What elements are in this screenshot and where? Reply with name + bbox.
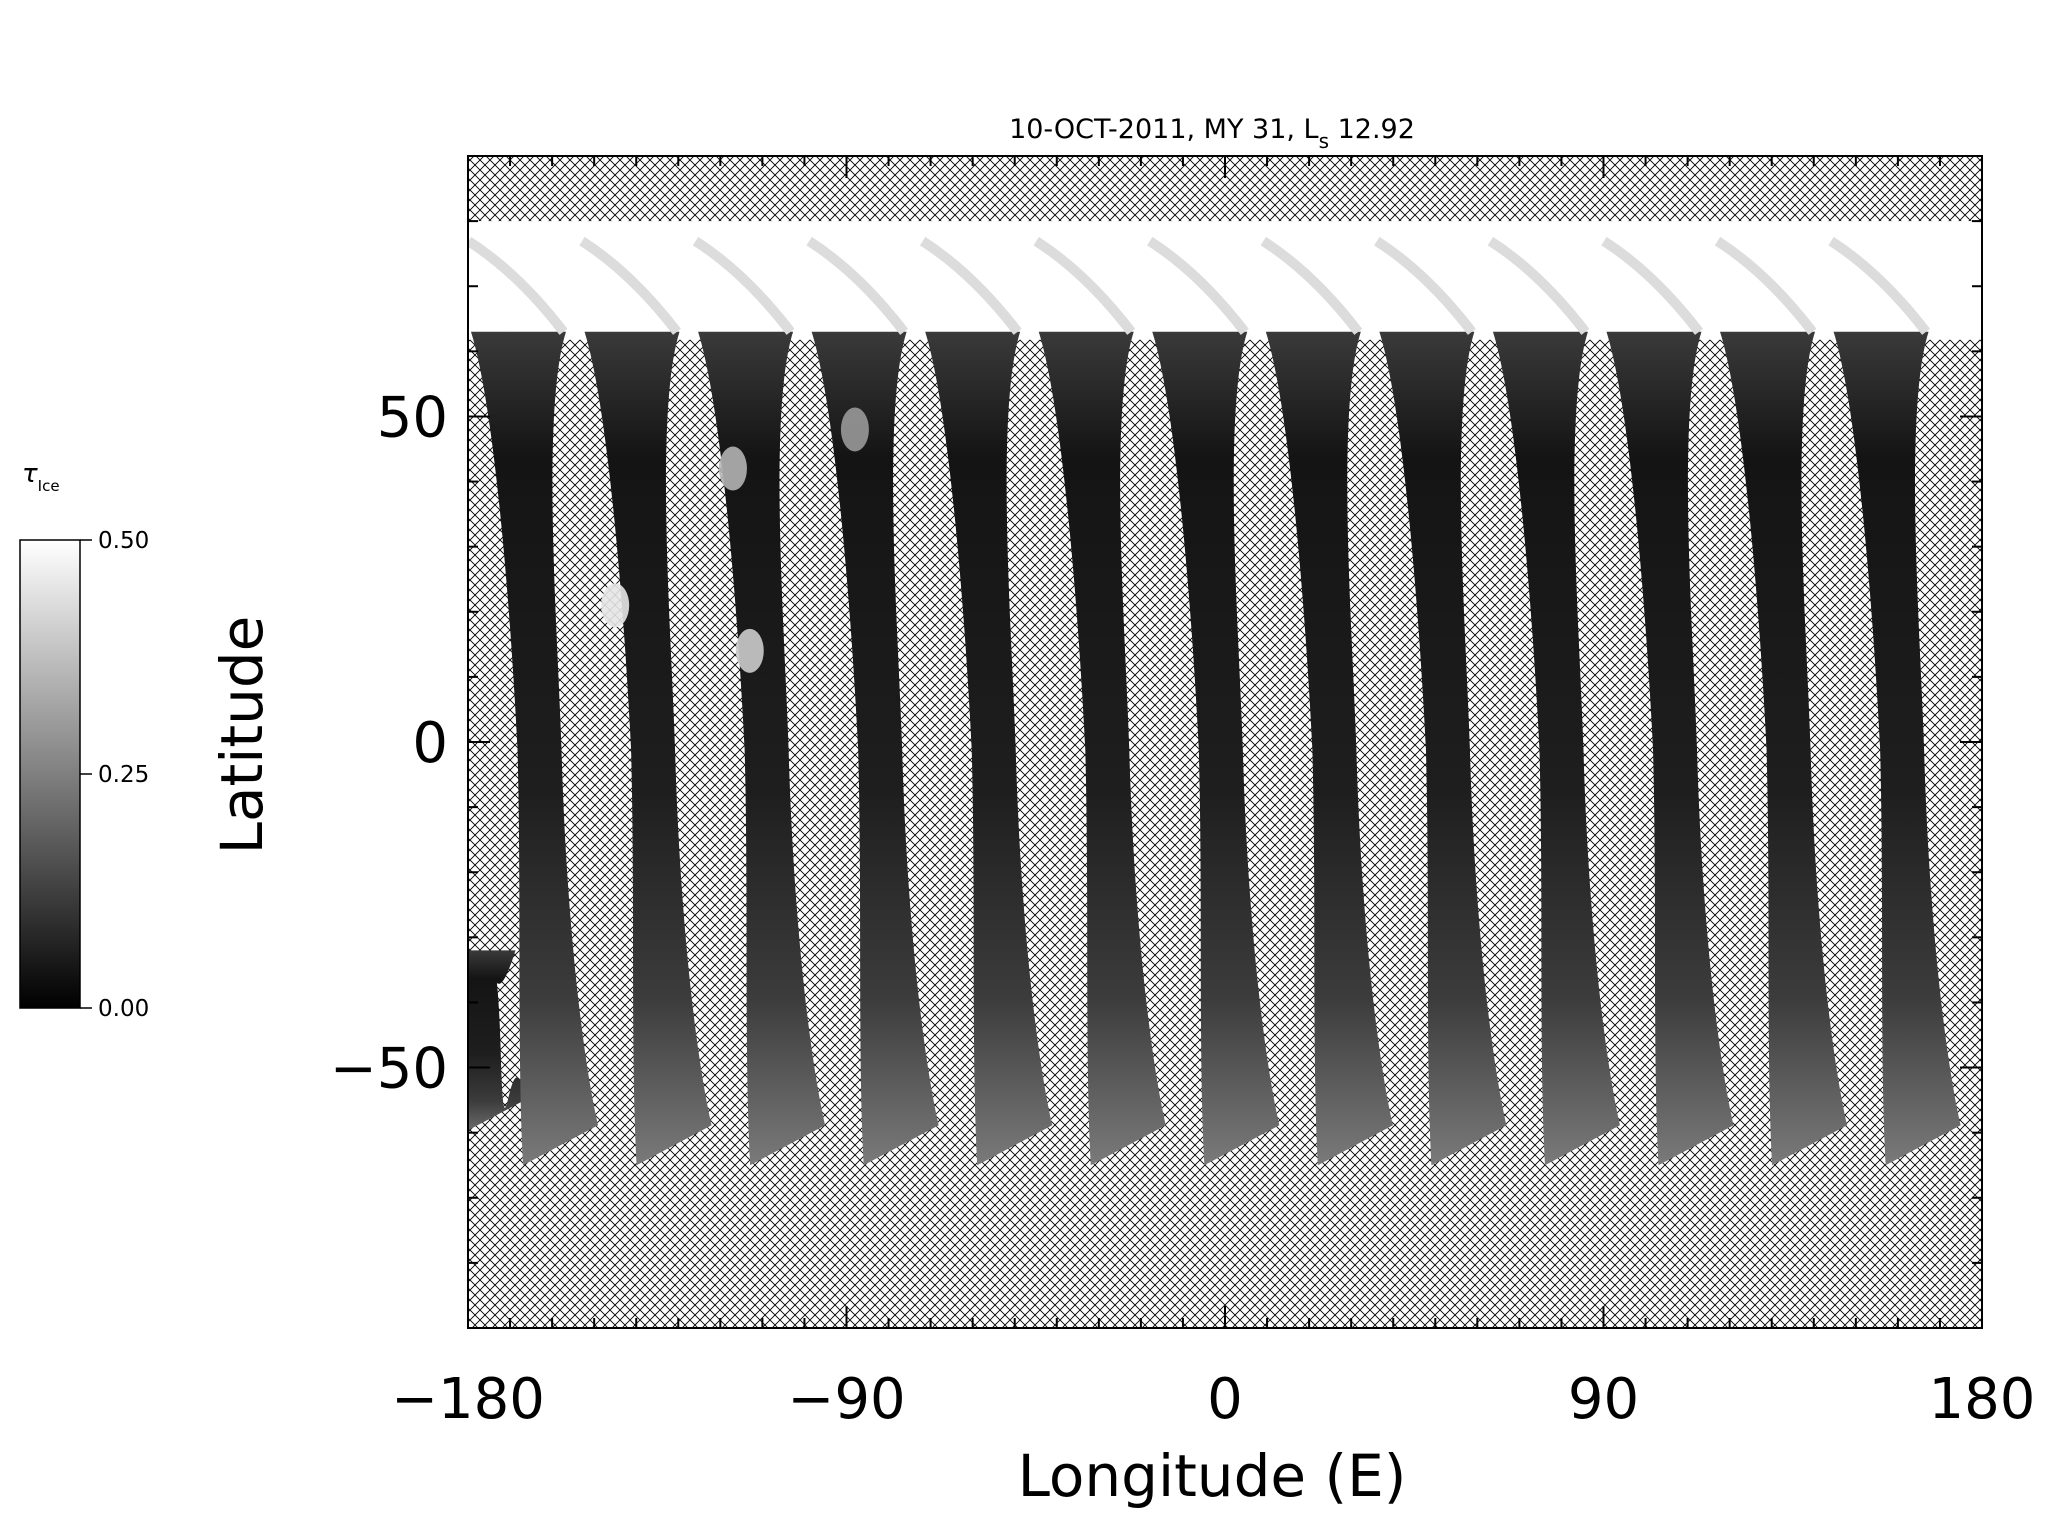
x-axis-label: Longitude (E) <box>1018 1442 1407 1510</box>
swath-7 <box>1038 331 1166 1166</box>
swath-3 <box>584 331 712 1166</box>
bright-patch-1 <box>601 583 630 628</box>
colorbar-tick-label: 0.00 <box>98 996 149 1022</box>
y-tick-label: 0 <box>412 711 448 776</box>
swath-13 <box>1720 331 1848 1166</box>
y-tick-labels: −50 0 50 <box>330 385 448 1101</box>
cap-arc-5 <box>806 236 909 335</box>
swath-1 <box>468 950 527 1131</box>
y-axis-label: Latitude <box>208 616 276 855</box>
x-tick-labels: −180 −90 0 90 180 <box>391 1367 2035 1432</box>
bright-patch-4 <box>840 407 869 452</box>
y-tick-label: −50 <box>330 1037 448 1102</box>
swath-12 <box>1606 331 1734 1166</box>
cap-arc-7 <box>1033 236 1136 335</box>
colorbar-tick-label: 0.50 <box>98 528 149 554</box>
swath-14 <box>1833 331 1961 1166</box>
cap-arc-6 <box>919 236 1022 335</box>
cap-arc-9 <box>1260 236 1363 335</box>
axis-ticks <box>467 155 1983 1329</box>
x-tick-label: 0 <box>1207 1367 1243 1432</box>
colorbar-title: τIce <box>22 459 60 495</box>
swath-5 <box>811 331 939 1166</box>
swath-9 <box>1265 331 1393 1166</box>
cap-arc-14 <box>1828 236 1931 335</box>
bright-patch-2 <box>735 628 764 673</box>
colorbar-gradient <box>19 539 81 1009</box>
colorbar-ticks: 0.00 0.25 0.50 <box>80 528 149 1022</box>
x-tick-label: 90 <box>1568 1367 1639 1432</box>
cap-arc-4 <box>692 236 795 335</box>
polar-cap <box>468 221 1982 340</box>
x-tick-label: 180 <box>1929 1367 2036 1432</box>
colorbar-tick-label: 0.25 <box>98 762 149 788</box>
cap-arc-13 <box>1714 236 1817 335</box>
cap-arc-8 <box>1147 236 1249 335</box>
chart-title: 10-OCT-2011, MY 31, Ls 12.92 <box>1009 114 1415 153</box>
swath-10 <box>1379 331 1507 1166</box>
plot-content <box>468 221 1982 1166</box>
x-tick-label: −180 <box>391 1367 545 1432</box>
x-tick-label: −90 <box>787 1367 905 1432</box>
colorbar: τIce 0.00 0.25 0.50 <box>19 459 149 1022</box>
y-tick-label: 50 <box>377 385 448 450</box>
swath-4 <box>698 331 826 1166</box>
cap-arc-3 <box>579 236 681 335</box>
swath-6 <box>925 331 1053 1166</box>
cap-arc-2 <box>468 236 568 335</box>
swath-11 <box>1492 331 1620 1166</box>
swath-2 <box>470 331 599 1166</box>
cap-arc-10 <box>1374 236 1476 335</box>
swath-8 <box>1152 331 1280 1166</box>
bright-patch-3 <box>718 446 747 491</box>
cap-arc-12 <box>1601 236 1703 335</box>
cap-arc-11 <box>1487 236 1590 335</box>
